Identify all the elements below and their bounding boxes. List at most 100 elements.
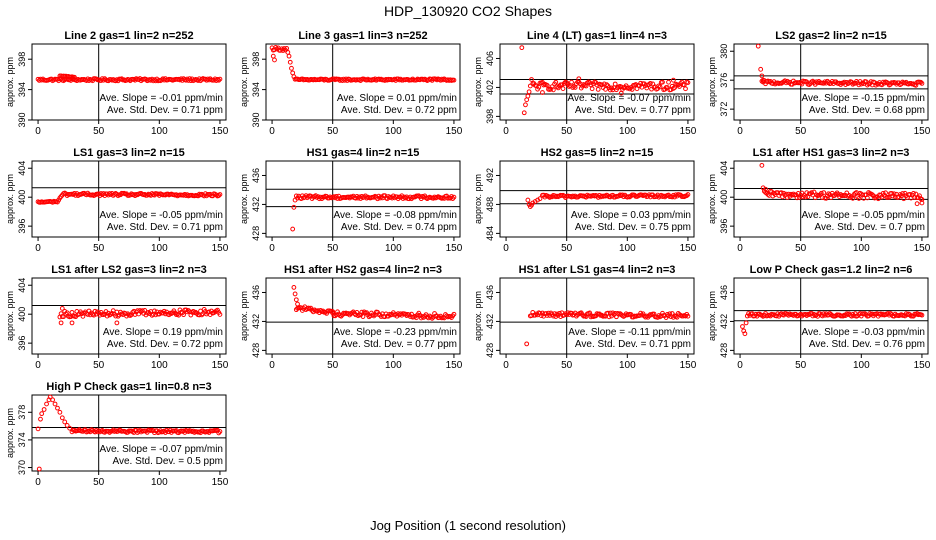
- data-point: [744, 313, 750, 319]
- subplot-title: HS1 after LS1 gas=4 lin=2 n=3: [519, 264, 676, 276]
- x-axis-label: Jog Position (1 second resolution): [370, 518, 566, 533]
- data-point: [61, 191, 66, 196]
- subplot: Line 2 gas=1 lin=2 n=252 0 50 100 150 390 394 3…: [5, 30, 229, 137]
- std-dev-annotation: Ave. Std. Dev. = 0.72 ppm: [107, 339, 223, 350]
- data-point: [67, 425, 72, 431]
- subplot-title: HS1 gas=4 lin=2 n=15: [307, 147, 420, 159]
- subplot-title: Line 4 (LT) gas=1 lin=4 n=3: [527, 30, 667, 42]
- y-tick-label: 400: [17, 307, 27, 322]
- y-tick-label: 404: [17, 278, 27, 293]
- data-point: [451, 194, 457, 200]
- x-tick-label: 0: [35, 477, 41, 488]
- data-point: [760, 77, 766, 83]
- y-tick-label: 436: [251, 168, 261, 183]
- data-point: [544, 313, 550, 318]
- data-point: [429, 315, 435, 321]
- data-point: [818, 190, 824, 196]
- data-point: [670, 77, 676, 83]
- data-point: [759, 162, 765, 168]
- slope-annotation: Ave. Slope = 0.19 ppm/min: [103, 327, 223, 338]
- y-tick-label: 396: [719, 219, 729, 234]
- data-point: [193, 309, 199, 315]
- y-tick-label: 428: [251, 226, 261, 241]
- x-tick-label: 50: [561, 360, 573, 371]
- y-tick-label: 432: [485, 314, 495, 329]
- data-point: [536, 84, 542, 90]
- data-point: [883, 190, 888, 196]
- data-point: [526, 89, 532, 95]
- x-tick-label: 150: [446, 360, 463, 371]
- data-point: [181, 312, 186, 318]
- y-tick-label: 380: [719, 44, 729, 59]
- y-tick-label: 394: [251, 82, 261, 97]
- data-point: [292, 197, 298, 203]
- subplot: HS1 gas=4 lin=2 n=15 0 50 100 150 428 432 436ap…: [239, 147, 463, 254]
- data-point: [803, 194, 808, 200]
- data-point: [587, 310, 593, 316]
- data-point: [324, 310, 330, 316]
- subplot: Low P Check gas=1.2 lin=2 n=6 0 50 100 150 42…: [707, 264, 931, 371]
- x-tick-label: 100: [151, 243, 168, 254]
- data-point: [447, 314, 453, 319]
- y-tick-label: 432: [251, 197, 261, 212]
- data-point: [525, 197, 531, 203]
- data-point: [821, 190, 827, 195]
- data-point: [900, 191, 905, 196]
- data-point: [794, 195, 800, 201]
- y-tick-label: 432: [719, 314, 729, 329]
- data-point: [560, 86, 566, 91]
- data-point: [59, 306, 65, 311]
- data-point: [657, 84, 663, 90]
- x-tick-label: 150: [212, 126, 229, 137]
- data-point: [550, 313, 556, 319]
- x-tick-label: 0: [269, 360, 275, 371]
- data-point: [291, 74, 297, 80]
- x-tick-label: 150: [446, 243, 463, 254]
- slope-annotation: Ave. Slope = -0.05 ppm/min: [100, 210, 224, 221]
- std-dev-annotation: Ave. Std. Dev. = 0.71 ppm: [107, 222, 223, 233]
- x-tick-label: 0: [35, 126, 41, 137]
- data-point: [142, 308, 148, 313]
- data-point: [50, 397, 56, 403]
- data-point: [161, 308, 167, 314]
- subplot: Line 3 gas=1 lin=3 n=252 0 50 100 150 390 394 3…: [239, 30, 463, 137]
- data-point: [918, 79, 924, 85]
- data-point: [320, 308, 326, 314]
- x-tick-label: 0: [503, 126, 509, 137]
- x-tick-label: 150: [680, 360, 697, 371]
- subplot-title: HS1 after HS2 gas=4 lin=2 n=3: [284, 264, 442, 276]
- x-tick-label: 50: [561, 126, 573, 137]
- slope-annotation: Ave. Slope = -0.11 ppm/min: [568, 327, 691, 338]
- x-tick-label: 100: [385, 126, 402, 137]
- data-point: [137, 308, 143, 313]
- plot-frame: [265, 277, 461, 355]
- data-point: [685, 192, 691, 197]
- data-point: [287, 59, 293, 65]
- data-point: [432, 311, 437, 316]
- data-point: [740, 324, 745, 329]
- data-point: [595, 86, 601, 92]
- y-axis-label: approx. ppm: [473, 291, 483, 341]
- data-point: [897, 192, 903, 197]
- subplot-title: LS1 gas=3 lin=2 n=15: [73, 147, 185, 159]
- subplot-title: LS2 gas=2 lin=2 n=15: [775, 30, 887, 42]
- y-tick-label: 484: [485, 226, 495, 241]
- data-point: [330, 309, 336, 315]
- data-point: [537, 196, 543, 202]
- data-point: [538, 313, 544, 319]
- x-tick-label: 0: [503, 360, 509, 371]
- x-tick-label: 100: [619, 243, 636, 254]
- data-point: [347, 195, 353, 201]
- data-point: [784, 78, 790, 84]
- subplot-title: LS1 after HS1 gas=3 lin=2 n=3: [753, 147, 910, 159]
- data-point: [58, 320, 64, 326]
- y-tick-label: 436: [719, 285, 729, 300]
- subplot-title: Line 3 gas=1 lin=3 n=252: [298, 30, 427, 42]
- data-point: [684, 193, 690, 199]
- x-tick-label: 50: [327, 360, 339, 371]
- y-tick-label: 372: [719, 102, 729, 117]
- data-point: [132, 193, 138, 199]
- data-point: [109, 310, 115, 316]
- data-point: [660, 79, 665, 85]
- data-point: [150, 78, 156, 84]
